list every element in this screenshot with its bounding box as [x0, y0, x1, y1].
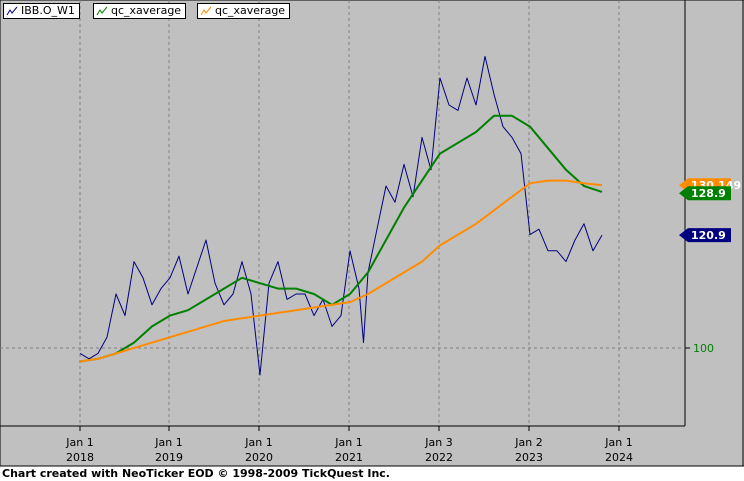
series-layer [79, 55, 603, 376]
y-tick-label: 100 [693, 342, 714, 355]
price-tag-label: 120.9 [691, 229, 726, 242]
legend-item-ibb[interactable]: IBB.O_W1 [3, 3, 80, 19]
legend-label: IBB.O_W1 [21, 4, 75, 17]
x-tick-label: Jan 2 [514, 436, 542, 449]
legend-label: qc_xaverage [111, 4, 182, 17]
price-tag-badge [679, 186, 731, 201]
x-tick-year: 2024 [605, 451, 633, 464]
x-tick-year: 2023 [515, 451, 543, 464]
legend-item-xaverage-orange[interactable]: qc_xaverage [197, 3, 291, 19]
legend-label: qc_xaverage [215, 4, 286, 17]
line-icon [96, 6, 108, 16]
x-tick-year: 2021 [335, 451, 363, 464]
series-line-0 [79, 55, 603, 376]
legend-item-xaverage-green[interactable]: qc_xaverage [93, 3, 187, 19]
line-icon [200, 6, 212, 16]
x-tick-year: 2019 [155, 451, 183, 464]
x-tick-label: Jan 1 [154, 436, 182, 449]
price-tag: 120.9 [679, 228, 731, 243]
line-icon [6, 6, 18, 16]
x-tick-label: Jan 3 [424, 436, 452, 449]
grid-layer [0, 0, 685, 426]
series-line-2 [79, 179, 603, 363]
series-line-1 [79, 114, 603, 363]
x-tick-year: 2020 [245, 451, 273, 464]
x-tick-label: Jan 1 [244, 436, 272, 449]
right-axis-area [685, 0, 744, 426]
price-tag-badge [679, 228, 731, 243]
x-tick-year: 2018 [66, 451, 94, 464]
plot-area [0, 0, 685, 426]
bottom-axis-area [0, 426, 744, 466]
price-tag-label: 128.9 [691, 187, 726, 200]
x-tick-year: 2022 [425, 451, 453, 464]
chart-credit: Chart created with NeoTicker EOD © 1998-… [2, 467, 390, 480]
x-axis: Jan 1 2018 Jan 1 2019 Jan 1 2020 Jan 1 2021 Jan … [65, 426, 633, 464]
x-tick-label: Jan 1 [604, 436, 632, 449]
price-tag: 128.9 [679, 186, 731, 201]
x-tick-label: Jan 1 [334, 436, 362, 449]
x-tick-label: Jan 1 [65, 436, 93, 449]
